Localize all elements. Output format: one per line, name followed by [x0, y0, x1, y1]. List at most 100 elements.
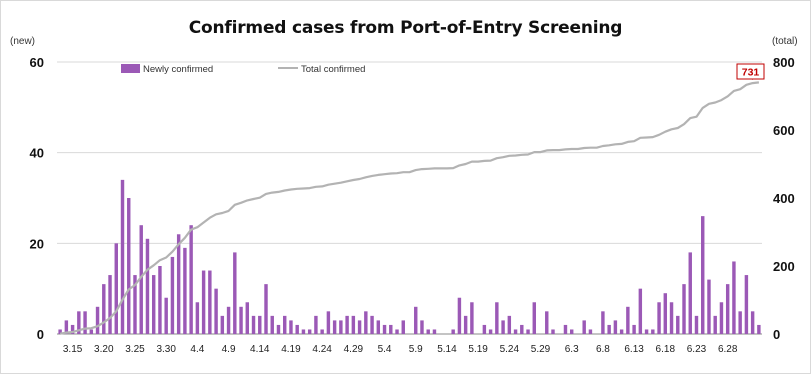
bar: [632, 324, 636, 334]
x-tick-label: 5.4: [378, 344, 392, 355]
x-axis: 3.15 3.20 3.25 3.30 4.4 4.9 4.14 4.19 4.24 4.29 5.…: [63, 344, 738, 355]
bar: [345, 315, 349, 334]
x-tick-label: 3.30: [156, 344, 176, 355]
bar: [725, 284, 730, 334]
bar: [145, 238, 150, 334]
left-axis-tick-label: 60: [30, 55, 44, 70]
bar: [95, 306, 100, 334]
bar: [501, 320, 505, 334]
bar: [127, 198, 131, 334]
bar: [133, 275, 137, 334]
x-tick-label: 4.14: [250, 344, 270, 355]
x-tick-label: 5.9: [409, 344, 423, 355]
right-axis-tick-label: 800: [773, 55, 795, 70]
bar: [151, 275, 156, 334]
x-tick-label: 6.28: [718, 344, 738, 355]
bar: [245, 302, 250, 334]
bar: [688, 252, 692, 334]
x-tick-label: 4.19: [281, 344, 301, 355]
bar: [451, 329, 455, 334]
bar: [208, 270, 212, 334]
bar: [513, 329, 518, 334]
bar: [395, 329, 399, 334]
x-tick-label: 4.4: [190, 344, 204, 355]
chart-title: Confirmed cases from Port-of-Entry Scree…: [188, 18, 623, 38]
bar: [170, 256, 175, 334]
x-tick-label: 6.13: [624, 344, 644, 355]
bar: [676, 315, 680, 334]
x-tick-label: 4.29: [344, 344, 364, 355]
bar: [58, 329, 62, 334]
bar: [201, 270, 206, 334]
bar: [195, 302, 200, 334]
bar: [520, 324, 524, 334]
bar: [482, 324, 487, 334]
bar: [582, 320, 586, 334]
bar: [619, 329, 624, 334]
bar: [738, 311, 742, 334]
bar: [295, 324, 299, 334]
bar: [569, 329, 574, 334]
bar: [744, 275, 749, 334]
bar: [289, 320, 293, 334]
bar: [339, 320, 343, 334]
legend-label-newly-confirmed: Newly confirmed: [143, 64, 213, 75]
bar: [251, 315, 256, 334]
bar: [601, 311, 605, 334]
bar: [457, 297, 462, 334]
bar: [507, 315, 512, 334]
bar: [663, 293, 668, 334]
x-tick-label: 3.15: [63, 344, 83, 355]
bar: [114, 243, 118, 334]
bar: [64, 320, 69, 334]
left-axis-tick-label: 0: [37, 327, 44, 342]
bar: [239, 306, 243, 334]
gridlines: [57, 61, 762, 335]
x-tick-label: 5.14: [437, 344, 457, 355]
right-axis-tick-label: 400: [773, 191, 795, 206]
x-tick-label: 5.19: [468, 344, 488, 355]
bar: [563, 324, 568, 334]
bar: [613, 320, 618, 334]
left-axis: 0 20 40 60: [30, 55, 44, 342]
bar: [732, 261, 736, 334]
bar-series-newly-confirmed: [58, 179, 761, 334]
bar: [401, 320, 405, 334]
bar: [463, 315, 468, 334]
bar: [488, 329, 493, 334]
bar: [102, 284, 106, 334]
bar: [432, 329, 437, 334]
bar: [139, 225, 143, 334]
bar: [470, 302, 474, 334]
bar: [657, 302, 661, 334]
bar: [607, 324, 611, 334]
bar: [545, 311, 549, 334]
bar: [158, 266, 162, 334]
right-axis-tick-label: 200: [773, 259, 795, 274]
bar: [320, 329, 324, 334]
x-tick-label: 5.24: [500, 344, 520, 355]
x-tick-label: 6.3: [565, 344, 579, 355]
bar: [214, 288, 218, 334]
bar: [713, 315, 717, 334]
x-tick-label: 6.18: [656, 344, 676, 355]
callout-box: [736, 63, 765, 80]
bar: [707, 279, 711, 334]
bar: [495, 302, 499, 334]
bar: [351, 315, 356, 334]
bar: [414, 306, 418, 334]
bar: [357, 320, 362, 334]
bar: [314, 315, 318, 334]
bar: [588, 329, 593, 334]
bar: [120, 179, 125, 334]
bar: [682, 284, 686, 334]
bar: [189, 225, 193, 334]
legend-label-total-confirmed: Total confirmed: [301, 64, 365, 75]
bar: [83, 311, 87, 334]
total-line: [59, 81, 760, 335]
bar: [276, 324, 281, 334]
bar: [70, 324, 75, 334]
x-tick-label: 5.29: [531, 344, 551, 355]
bar: [307, 329, 312, 334]
bar: [426, 329, 430, 334]
